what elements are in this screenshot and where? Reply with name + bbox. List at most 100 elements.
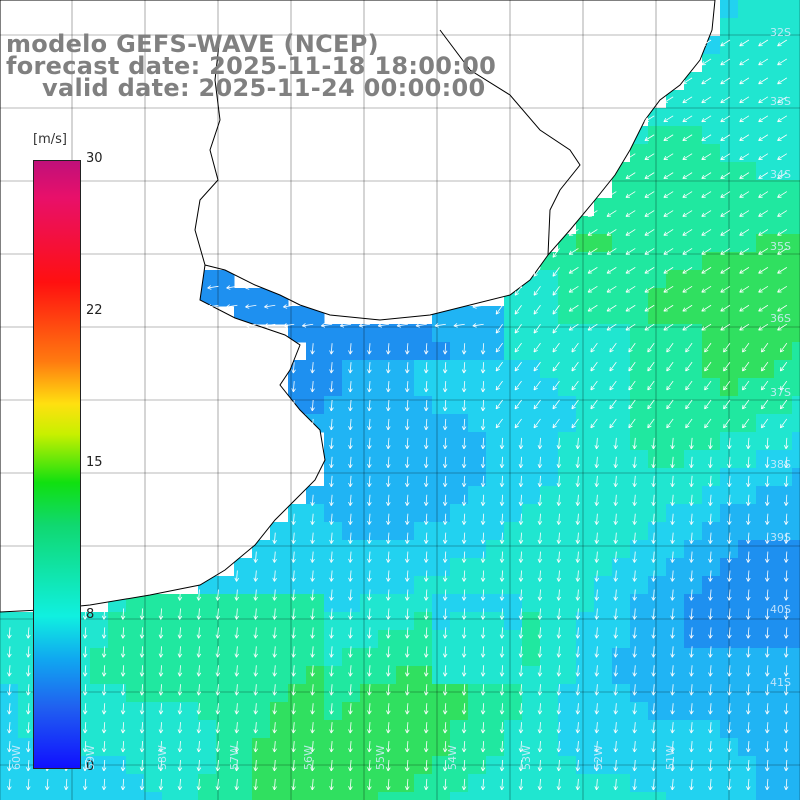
lon-label: 51W — [664, 745, 677, 770]
wind-arrow — [329, 646, 334, 658]
wind-speed-cell — [666, 378, 685, 397]
wind-speed-cell — [450, 486, 469, 505]
wind-arrow — [625, 229, 636, 236]
wind-speed-cell — [522, 738, 541, 757]
wind-arrow — [442, 343, 448, 355]
wind-speed-cell — [702, 288, 721, 307]
wind-speed-cell — [504, 612, 523, 631]
wind-speed-cell — [738, 522, 757, 541]
wind-speed-cell — [486, 522, 505, 541]
wind-speed-cell — [216, 612, 235, 631]
wind-speed-cell — [126, 774, 145, 793]
wind-arrow — [644, 134, 655, 142]
wind-speed-cell — [576, 288, 595, 307]
wind-arrow — [746, 778, 751, 791]
wind-arrow — [727, 741, 732, 753]
lon-label: 53W — [520, 745, 533, 770]
wind-arrow — [453, 323, 465, 328]
wind-speed-cell — [756, 288, 775, 307]
wind-speed-cell — [468, 576, 487, 595]
wind-arrow — [367, 456, 372, 469]
wind-arrow — [386, 778, 391, 791]
wind-speed-cell — [684, 252, 703, 271]
wind-speed-cell — [324, 324, 343, 343]
wind-speed-cell — [792, 702, 800, 721]
wind-speed-cell — [342, 504, 361, 523]
wind-speed-cell — [468, 342, 487, 361]
wind-arrow — [480, 343, 486, 355]
wind-speed-cell — [396, 630, 415, 649]
wind-arrow — [568, 323, 579, 331]
wind-speed-cell — [702, 144, 721, 163]
wind-speed-cell — [792, 594, 800, 613]
wind-arrow — [329, 343, 334, 355]
wind-arrow — [628, 342, 636, 353]
wind-speed-cell — [360, 774, 379, 793]
wind-arrow — [746, 684, 751, 696]
wind-speed-cell — [432, 360, 451, 379]
wind-speed-cell — [342, 576, 361, 595]
wind-speed-cell — [648, 486, 667, 505]
wind-speed-cell — [198, 612, 217, 631]
wind-arrow — [101, 684, 107, 696]
wind-arrow — [723, 399, 731, 410]
wind-speed-cell — [774, 234, 793, 253]
wind-speed-cell — [666, 630, 685, 649]
wind-arrow — [518, 513, 524, 525]
wind-arrow — [670, 513, 675, 525]
wind-arrow — [651, 532, 656, 544]
wind-arrow — [644, 229, 655, 236]
wind-arrow — [442, 778, 448, 791]
wind-speed-cell — [0, 774, 19, 793]
wind-arrow — [253, 722, 258, 734]
wind-arrow — [594, 608, 600, 620]
wind-arrow — [367, 494, 372, 506]
wind-speed-cell — [270, 558, 289, 577]
wind-speed-cell — [306, 702, 325, 721]
wind-arrow — [727, 703, 732, 715]
wind-speed-cell — [306, 486, 325, 505]
wind-speed-cell — [270, 666, 289, 685]
wind-speed-cell — [486, 738, 505, 757]
wind-arrow — [670, 722, 675, 734]
wind-arrow — [423, 343, 429, 355]
wind-speed-cell — [306, 594, 325, 613]
wind-speed-cell — [468, 396, 487, 415]
wind-arrow — [575, 608, 581, 620]
wind-speed-cell — [792, 774, 800, 793]
wind-arrow — [556, 665, 562, 677]
wind-arrow — [777, 267, 788, 274]
wind-speed-cell — [792, 792, 800, 800]
wind-speed-cell — [360, 486, 379, 505]
wind-speed-cell — [666, 576, 685, 595]
wind-speed-cell — [558, 702, 577, 721]
wind-arrow — [461, 399, 467, 412]
wind-speed-cell — [540, 792, 559, 800]
wind-speed-cell — [18, 648, 37, 667]
wind-speed-cell — [180, 648, 199, 667]
wind-speed-cell — [774, 72, 793, 91]
wind-arrow — [727, 570, 732, 582]
wind-arrow — [552, 380, 560, 391]
wind-arrow — [720, 191, 731, 198]
wind-arrow — [461, 759, 467, 772]
wind-arrow — [739, 191, 750, 198]
wind-speed-cell — [630, 180, 649, 199]
wind-arrow — [689, 494, 694, 506]
wind-arrow — [423, 399, 429, 412]
wind-speed-cell — [612, 198, 631, 217]
wind-speed-cell — [270, 306, 289, 325]
wind-speed-cell — [450, 522, 469, 541]
wind-speed-cell — [450, 702, 469, 721]
wind-arrow — [120, 741, 126, 753]
wind-speed-cell — [792, 630, 800, 649]
wind-speed-cell — [576, 666, 595, 685]
wind-speed-cell — [612, 540, 631, 559]
wind-speed-cell — [126, 666, 145, 685]
wind-arrow — [310, 703, 315, 715]
wind-speed-cell — [774, 216, 793, 235]
wind-speed-cell — [432, 540, 451, 559]
wind-arrow — [632, 759, 637, 772]
wind-speed-cell — [684, 630, 703, 649]
wind-arrow — [746, 741, 751, 753]
